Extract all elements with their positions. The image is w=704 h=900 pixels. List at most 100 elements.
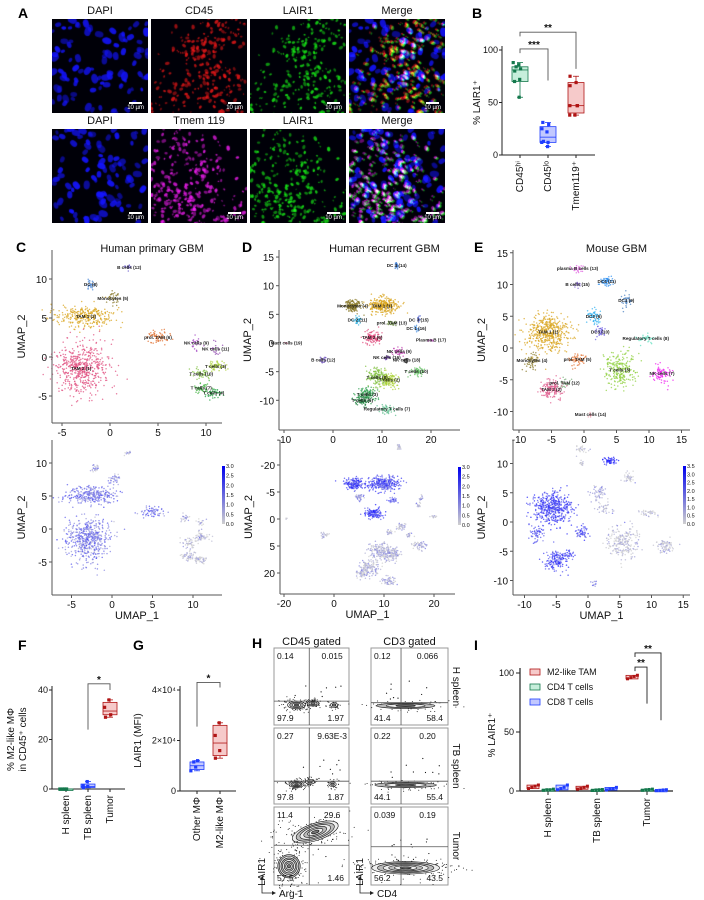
umap-point — [88, 399, 91, 402]
umap-point — [70, 530, 72, 532]
significance-bracket — [87, 683, 111, 730]
umap-point — [187, 543, 190, 546]
umap-point — [78, 320, 81, 323]
colorbar-tick-label: 0.0 — [226, 522, 234, 528]
umap-point — [86, 494, 89, 496]
umap-point — [87, 500, 89, 503]
cluster-label: Monocytes (4) — [337, 303, 368, 308]
umap-point — [72, 489, 74, 491]
umap-point — [407, 376, 409, 378]
umap-point — [91, 468, 94, 471]
umap-point — [213, 369, 216, 371]
y-tick-label: -5 — [265, 368, 274, 379]
umap-point — [69, 523, 72, 525]
umap-point — [120, 326, 122, 329]
umap-point — [87, 354, 90, 357]
umap-point — [378, 514, 380, 517]
umap-point — [92, 325, 95, 328]
umap-point — [85, 496, 88, 498]
umap-point — [91, 533, 94, 536]
umap-point — [381, 476, 384, 478]
umap-point — [80, 498, 82, 500]
data-point — [541, 120, 545, 125]
umap-point — [171, 338, 174, 340]
umap-point — [129, 451, 132, 454]
umap-point — [374, 543, 377, 546]
data-point — [218, 749, 222, 753]
umap-point — [142, 512, 145, 514]
y-axis-label: in CD45⁺ cells — [18, 707, 29, 771]
umap-point — [89, 312, 92, 314]
umap-point — [67, 546, 70, 548]
umap-point — [95, 466, 97, 468]
umap-point — [191, 547, 193, 549]
umap-point — [206, 535, 209, 538]
umap-point — [91, 498, 94, 501]
umap-point — [356, 404, 359, 406]
umap-point — [164, 343, 166, 346]
umap-point — [73, 488, 76, 490]
umap-point — [421, 495, 423, 497]
umap-point — [390, 372, 392, 375]
scale-bar-label: 10 µm — [127, 215, 144, 221]
umap-point — [211, 387, 214, 389]
umap-point — [202, 560, 205, 563]
umap-point — [397, 305, 400, 307]
umap-point — [81, 495, 84, 498]
umap-point — [366, 330, 368, 332]
umap-point — [100, 348, 103, 351]
umap-point — [92, 489, 94, 491]
umap-point — [100, 379, 102, 382]
umap-point — [393, 482, 396, 485]
data-point — [518, 67, 523, 71]
umap-point — [392, 308, 394, 310]
umap-point — [67, 374, 70, 377]
micrograph-image — [349, 129, 445, 223]
umap-point — [372, 483, 375, 485]
umap-point — [358, 500, 361, 503]
umap-point — [52, 309, 55, 311]
umap-point — [157, 506, 160, 508]
umap-point — [52, 364, 55, 366]
umap-point — [106, 522, 109, 524]
data-point — [568, 74, 572, 78]
umap-point — [62, 497, 64, 500]
umap-point — [94, 496, 96, 498]
umap-point — [62, 353, 64, 355]
data-point — [545, 130, 549, 134]
umap-point — [145, 507, 148, 509]
umap-point — [375, 476, 377, 478]
umap-point — [67, 365, 70, 368]
umap-point — [109, 545, 111, 548]
x-tick-label: 0 — [330, 435, 336, 446]
umap-point — [368, 490, 371, 492]
umap-point — [397, 502, 399, 504]
umap-point — [359, 483, 362, 486]
umap-point — [91, 288, 94, 291]
umap-point — [199, 382, 202, 384]
umap-point — [190, 554, 193, 556]
umap-point — [372, 386, 375, 389]
umap-point — [203, 563, 205, 565]
umap-point — [397, 528, 400, 530]
umap-point — [87, 528, 90, 530]
umap-point — [202, 523, 205, 525]
umap-point — [92, 310, 94, 312]
channel-label: DAPI — [87, 115, 113, 127]
umap-point — [395, 528, 398, 530]
umap-point — [354, 298, 356, 301]
umap-point — [185, 516, 188, 519]
umap-point — [112, 494, 114, 497]
umap-point — [355, 402, 357, 405]
y-tick-label: 5 — [268, 310, 274, 321]
umap-point — [114, 297, 117, 300]
umap-point — [373, 330, 375, 332]
umap-point — [95, 311, 98, 313]
umap-point — [322, 531, 325, 534]
umap-point — [116, 495, 119, 497]
umap-point — [379, 546, 381, 549]
umap-point — [94, 516, 96, 518]
umap-point — [90, 394, 93, 396]
umap-point — [111, 290, 113, 292]
umap-point — [381, 403, 384, 406]
